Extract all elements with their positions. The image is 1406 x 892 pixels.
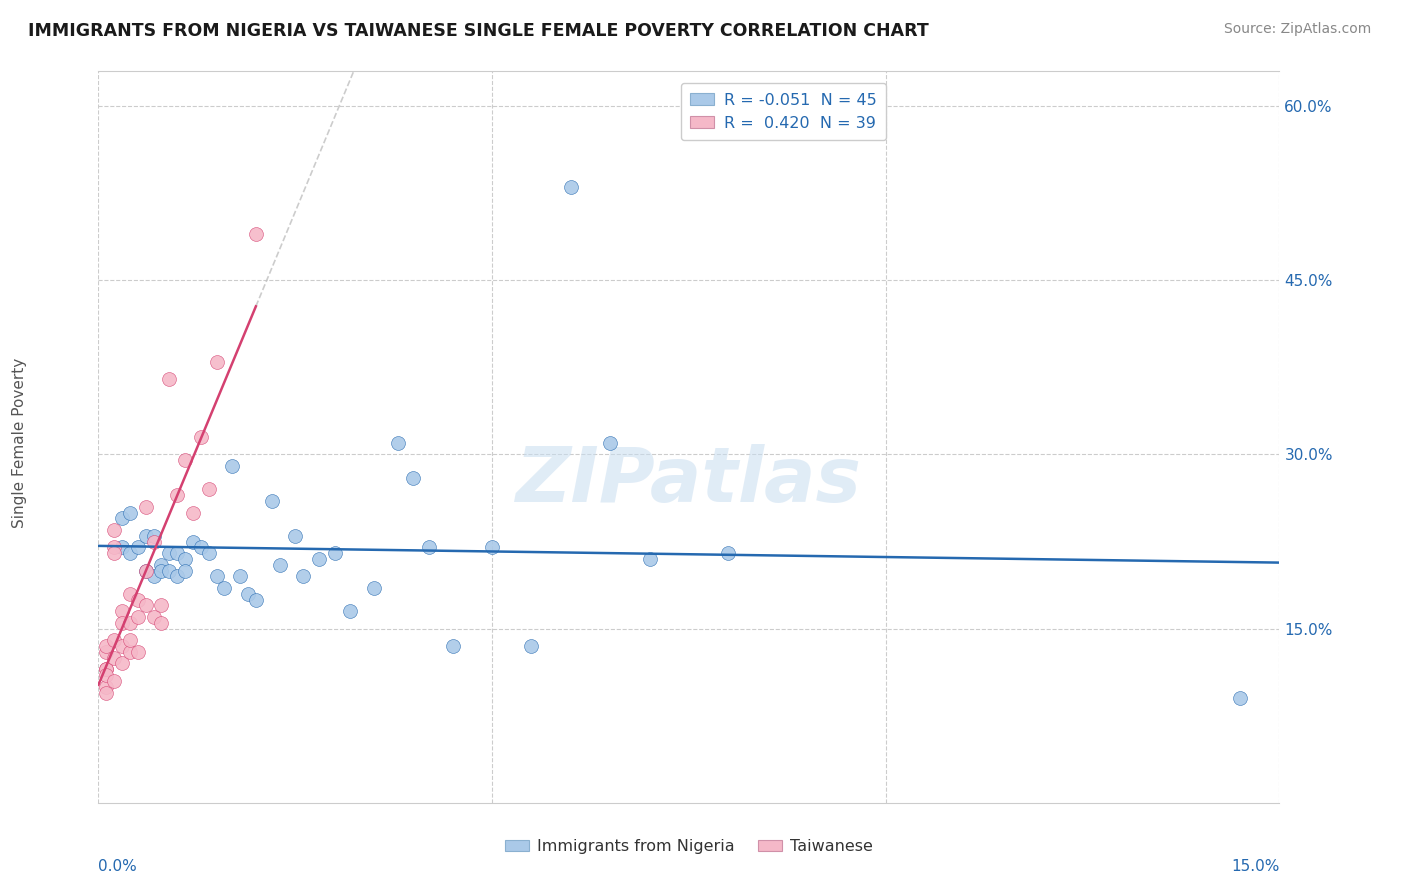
Point — [157, 564, 180, 578]
Point — [339, 604, 361, 618]
Point — [599, 436, 621, 450]
Point — [157, 546, 180, 560]
Point — [135, 500, 157, 514]
Point — [142, 610, 165, 624]
Text: Source: ZipAtlas.com: Source: ZipAtlas.com — [1223, 22, 1371, 37]
Point — [308, 552, 330, 566]
Point — [111, 541, 134, 555]
Point — [236, 587, 259, 601]
Point — [118, 615, 141, 630]
Point — [111, 657, 134, 671]
Point — [103, 523, 125, 537]
Point — [229, 569, 252, 583]
Point — [190, 541, 212, 555]
Point — [96, 668, 118, 682]
Point — [441, 639, 464, 653]
Point — [150, 599, 173, 613]
Point — [111, 511, 134, 525]
Text: IMMIGRANTS FROM NIGERIA VS TAIWANESE SINGLE FEMALE POVERTY CORRELATION CHART: IMMIGRANTS FROM NIGERIA VS TAIWANESE SIN… — [28, 22, 929, 40]
Point — [181, 534, 204, 549]
Point — [118, 633, 141, 648]
Point — [284, 529, 307, 543]
Point — [560, 180, 582, 194]
Point — [135, 599, 157, 613]
Point — [157, 372, 180, 386]
Point — [118, 645, 141, 659]
Point — [402, 471, 425, 485]
Point — [96, 639, 118, 653]
Point — [111, 615, 134, 630]
Point — [118, 587, 141, 601]
Point — [150, 558, 173, 572]
Point — [1229, 691, 1251, 706]
Point — [181, 506, 204, 520]
Point — [135, 564, 157, 578]
Point — [142, 569, 165, 583]
Point — [118, 506, 141, 520]
Point — [118, 546, 141, 560]
Point — [197, 483, 219, 497]
Point — [150, 615, 173, 630]
Point — [127, 645, 149, 659]
Point — [166, 488, 188, 502]
Point — [214, 581, 236, 595]
Point — [142, 534, 165, 549]
Point — [205, 569, 228, 583]
Text: ZIPatlas: ZIPatlas — [516, 444, 862, 518]
Point — [111, 604, 134, 618]
Point — [221, 459, 243, 474]
Point — [197, 546, 219, 560]
Point — [127, 610, 149, 624]
Point — [481, 541, 503, 555]
Point — [96, 662, 118, 676]
Point — [717, 546, 740, 560]
Point — [135, 529, 157, 543]
Point — [96, 685, 118, 699]
Point — [135, 564, 157, 578]
Point — [323, 546, 346, 560]
Point — [96, 645, 118, 659]
Point — [103, 541, 125, 555]
Point — [292, 569, 315, 583]
Point — [142, 529, 165, 543]
Text: 15.0%: 15.0% — [1232, 858, 1279, 873]
Point — [150, 564, 173, 578]
Point — [205, 354, 228, 368]
Point — [96, 680, 118, 694]
Point — [174, 564, 197, 578]
Point — [103, 673, 125, 688]
Point — [127, 541, 149, 555]
Point — [174, 552, 197, 566]
Point — [418, 541, 440, 555]
Point — [96, 662, 118, 676]
Point — [520, 639, 543, 653]
Legend: Immigrants from Nigeria, Taiwanese: Immigrants from Nigeria, Taiwanese — [498, 833, 880, 861]
Point — [103, 633, 125, 648]
Point — [166, 569, 188, 583]
Point — [127, 592, 149, 607]
Point — [190, 430, 212, 444]
Text: 0.0%: 0.0% — [98, 858, 138, 873]
Point — [245, 227, 267, 241]
Point — [111, 639, 134, 653]
Point — [363, 581, 385, 595]
Point — [166, 546, 188, 560]
Point — [174, 453, 197, 467]
Text: Single Female Poverty: Single Female Poverty — [13, 358, 27, 528]
Point — [103, 650, 125, 665]
Point — [260, 494, 283, 508]
Point — [245, 592, 267, 607]
Point — [269, 558, 291, 572]
Point — [103, 546, 125, 560]
Point — [638, 552, 661, 566]
Point — [387, 436, 409, 450]
